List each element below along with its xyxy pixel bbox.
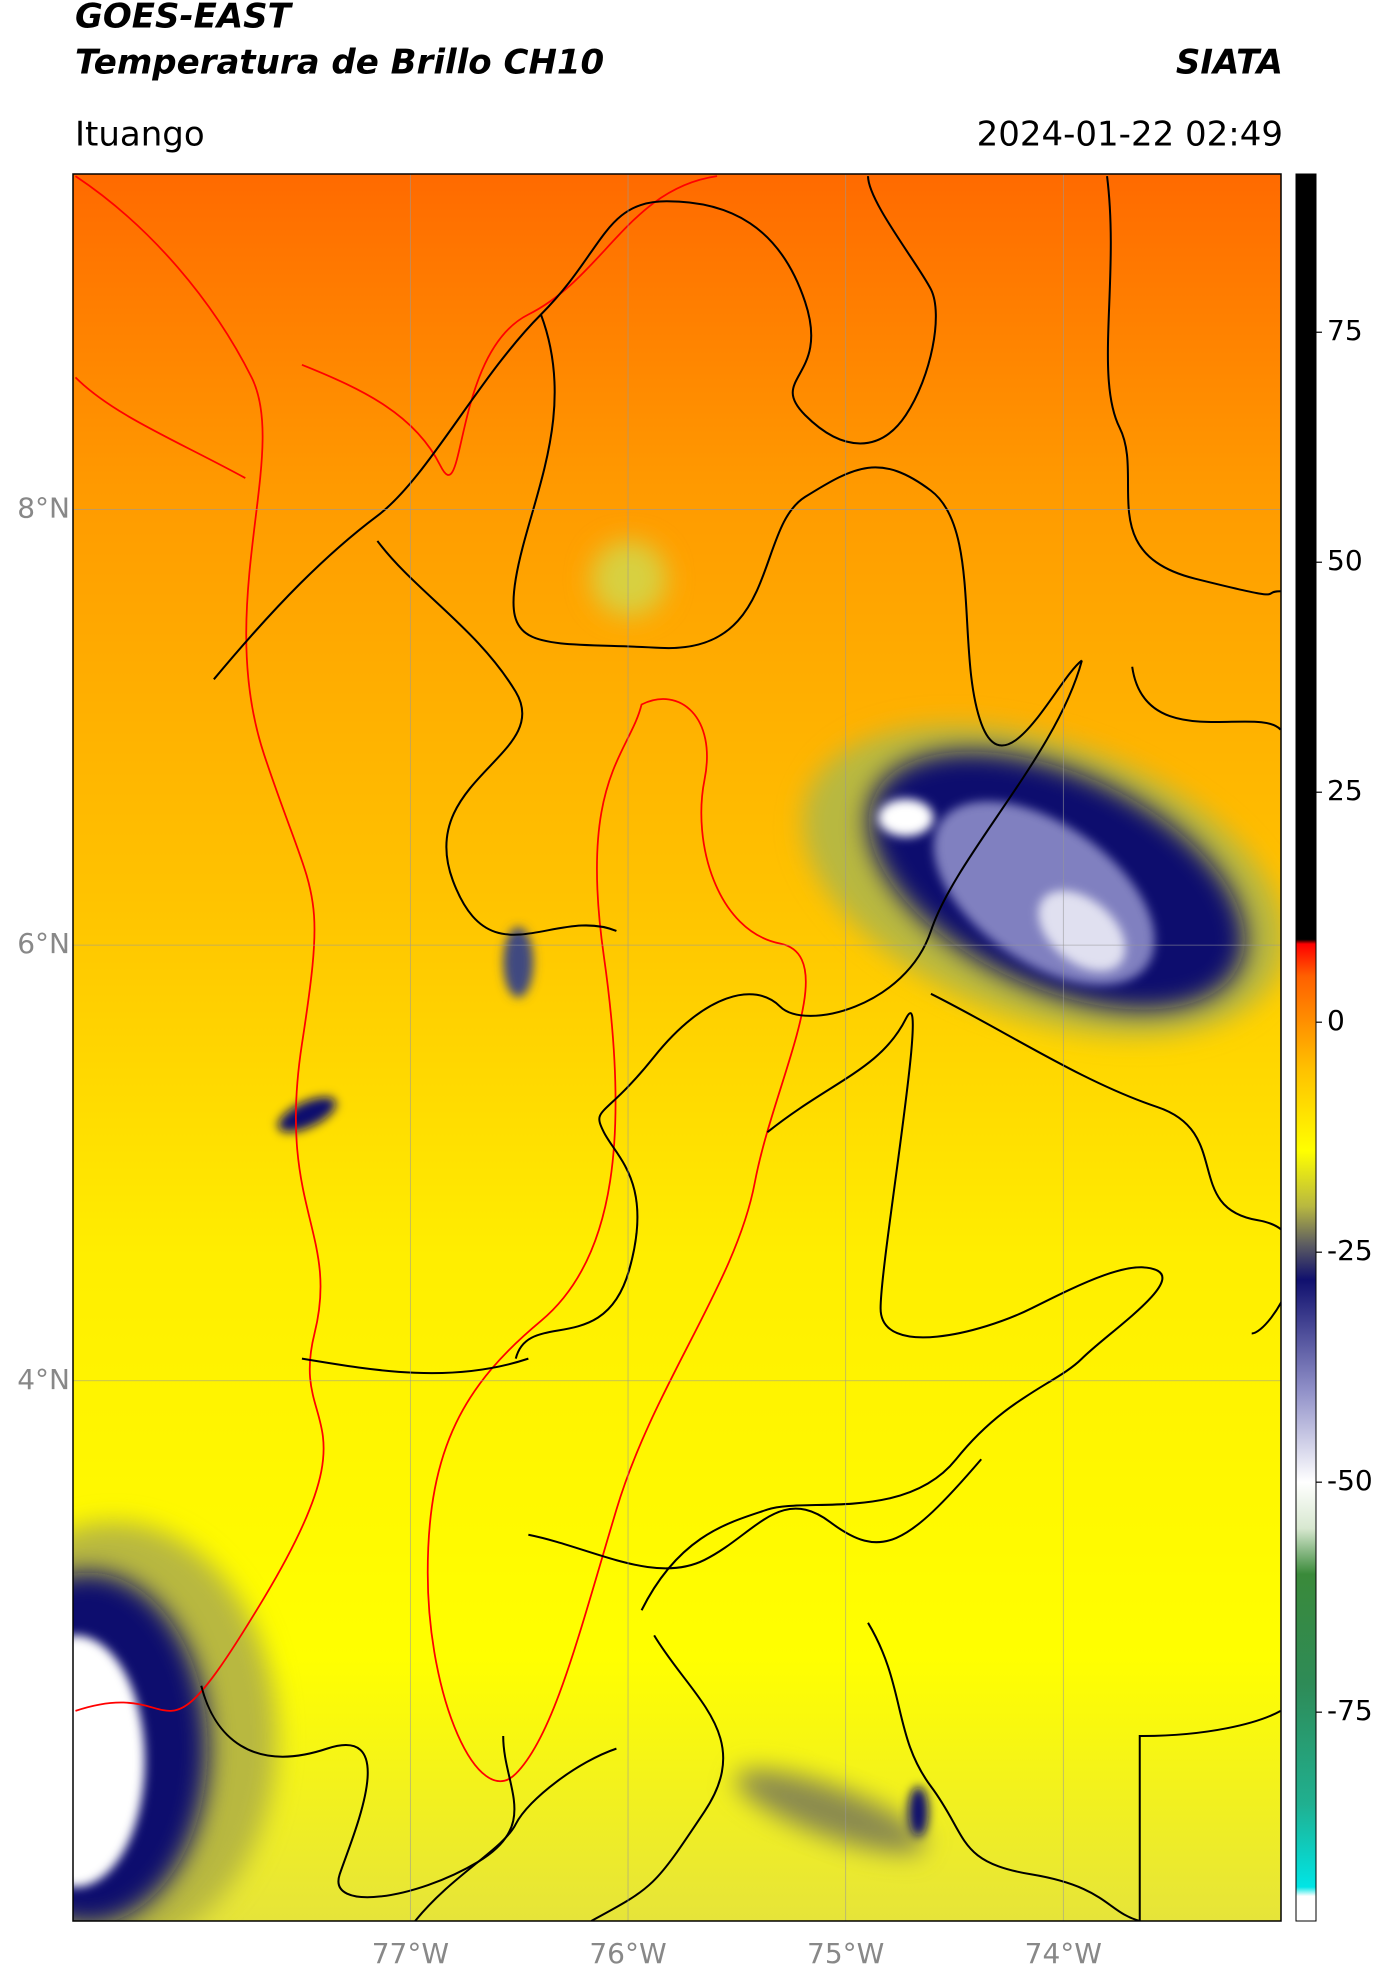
colorbar-tick-label: 25 (1327, 774, 1363, 807)
colorbar-tick-label: 0 (1327, 1004, 1345, 1037)
lon-label: 74°W (1025, 1937, 1102, 1970)
subtitle: Temperatura de Brillo CH10 (75, 43, 604, 83)
title: GOES-EAST (75, 0, 294, 37)
lon-label: 75°W (807, 1937, 884, 1970)
colorbar-tick-label: -25 (1327, 1234, 1373, 1267)
map-background (73, 174, 1281, 1921)
lat-label: 6°N (17, 927, 70, 960)
colorbar (1295, 173, 1317, 1922)
colorbar-tick-label: 75 (1327, 314, 1363, 347)
source: SIATA (1176, 43, 1283, 83)
location: Ituango (75, 115, 205, 155)
graticule (73, 174, 1281, 1921)
datetime: 2024-01-22 02:49 (977, 115, 1283, 155)
cloud-layer (73, 540, 1281, 1921)
colorbar-tick-label: -50 (1327, 1464, 1373, 1497)
colorbar-tick-label: -75 (1327, 1694, 1373, 1727)
lat-label: 4°N (17, 1363, 70, 1396)
lat-label: 8°N (17, 491, 70, 524)
colorbar-tick-label: 50 (1327, 544, 1363, 577)
boundaries (74, 175, 1281, 1921)
map-area (73, 174, 1281, 1921)
lon-label: 77°W (372, 1937, 449, 1970)
map-frame (72, 173, 1282, 1922)
lon-label: 76°W (589, 1937, 666, 1970)
